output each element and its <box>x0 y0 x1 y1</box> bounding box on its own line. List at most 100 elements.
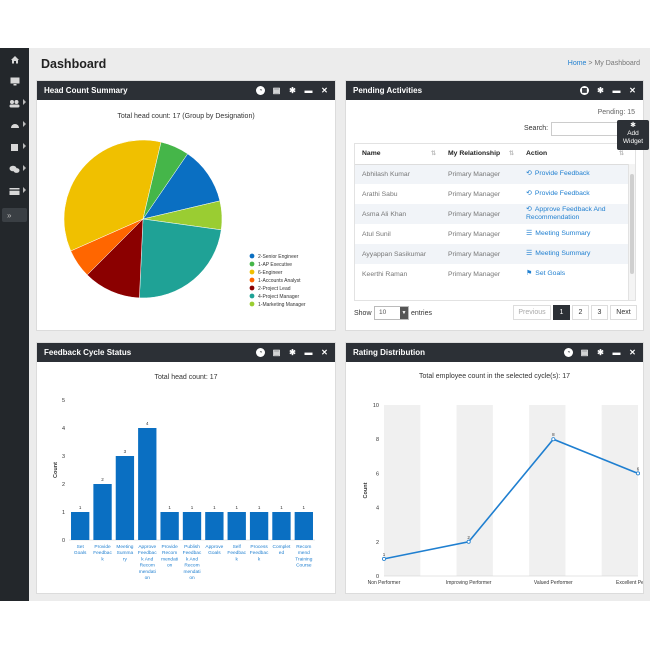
sidebar-item-monitor[interactable] <box>0 70 29 92</box>
legend-entry[interactable]: 1-Marketing Manager <box>258 302 306 308</box>
add-widget-button[interactable]: ✱ Add Widget <box>617 120 649 150</box>
minimize-icon[interactable]: ▬ <box>304 348 313 357</box>
data-point[interactable] <box>635 471 640 476</box>
table-view-icon[interactable]: ▤ <box>272 348 281 357</box>
column-header-action[interactable]: Action ⇅ <box>519 144 629 165</box>
cell-action[interactable]: ☰ Meeting Summary <box>519 244 629 264</box>
pie-slice[interactable] <box>139 218 222 299</box>
bar-value-label: 1 <box>280 505 283 510</box>
bar[interactable] <box>205 512 224 540</box>
close-icon[interactable]: ✕ <box>629 348 636 357</box>
bar[interactable] <box>227 512 246 540</box>
legend-entry[interactable]: 1-AP Executive <box>258 262 292 268</box>
close-icon[interactable]: ✕ <box>321 86 328 95</box>
sidebar-item-home[interactable] <box>0 48 29 70</box>
close-icon[interactable]: ✕ <box>321 348 328 357</box>
bar[interactable] <box>249 512 269 540</box>
bar[interactable] <box>182 512 202 540</box>
bar[interactable] <box>115 456 135 540</box>
bar[interactable] <box>71 512 90 540</box>
minimize-icon[interactable]: ▬ <box>612 86 621 95</box>
add-widget-label: Add <box>627 130 639 137</box>
gear-icon[interactable]: ✱ <box>597 86 604 95</box>
column-header-relationship[interactable]: My Relationship ⇅ <box>441 144 519 165</box>
bar[interactable] <box>272 512 291 540</box>
table-row: Asma Ali Khan Primary Manager ⟲ Approve Fee… <box>355 204 629 224</box>
table-row: Atul Sunil Primary Manager ☰ Meeting Summar… <box>355 224 629 244</box>
table-view-icon[interactable]: ▤ <box>580 348 589 357</box>
table-view-icon[interactable]: ▦ <box>580 86 589 95</box>
legend-entry[interactable]: 4-Project Manager <box>258 294 299 300</box>
cell-action[interactable]: ⟲ Approve Feedback And Recommendation <box>519 204 629 224</box>
action-link[interactable]: Provide Feedback <box>534 170 590 178</box>
cell-action[interactable]: ⚑ Set Goals <box>519 264 629 284</box>
data-point[interactable] <box>382 556 387 561</box>
cell-action[interactable]: ⟲ Provide Feedback <box>519 164 629 184</box>
gear-icon[interactable]: ✱ <box>597 348 604 357</box>
pager-next-button[interactable]: Next <box>610 305 637 320</box>
sidebar-item-chat[interactable] <box>0 158 29 180</box>
x-tick-label: k And <box>141 556 153 562</box>
pager-page-1[interactable]: 1 <box>553 305 570 320</box>
action-link[interactable]: Approve Feedback And Recommendation <box>526 206 606 221</box>
action-link[interactable]: Meeting Summary <box>535 250 591 257</box>
pager-page-3[interactable]: 3 <box>591 305 608 320</box>
legend-entry[interactable]: 6-Engineer <box>258 270 283 276</box>
sidebar-item-card[interactable] <box>0 180 29 202</box>
x-tick-label: Summa <box>117 550 134 556</box>
minimize-icon[interactable]: ▬ <box>612 348 621 357</box>
legend-entry[interactable]: 2-Senior Engineer <box>258 254 299 260</box>
x-tick-label: k <box>236 556 239 562</box>
pie-slice[interactable] <box>142 141 188 220</box>
headcount-widget: Head Count Summary ◔ ▤ ✱ ▬ ✕ Total head … <box>36 80 336 331</box>
cell-action[interactable]: ☰ Meeting Summary <box>519 224 629 244</box>
chart-type-icon[interactable]: ◔ <box>256 348 265 357</box>
widget-tools: ◔ ▤ ✱ ▬ ✕ <box>256 81 329 100</box>
sidebar-item-book[interactable] <box>0 136 29 158</box>
chart-type-icon[interactable]: ◔ <box>564 348 573 357</box>
bar[interactable] <box>160 512 179 540</box>
gear-icon[interactable]: ✱ <box>289 86 296 95</box>
sidebar-item-users[interactable] <box>0 92 29 114</box>
minimize-icon[interactable]: ▬ <box>304 86 313 95</box>
y-tick-label: 4 <box>376 506 379 512</box>
action-link[interactable]: Meeting Summary <box>535 230 591 237</box>
bar[interactable] <box>93 484 112 540</box>
action-link[interactable]: Provide Feedback <box>534 190 590 197</box>
data-point[interactable] <box>466 539 471 544</box>
doc-icon: ☰ <box>526 250 533 257</box>
monitor-icon <box>10 77 19 85</box>
bar[interactable] <box>294 512 313 540</box>
scrollbar-thumb[interactable] <box>630 174 634 274</box>
bar-value-label: 1 <box>235 505 238 510</box>
sidebar-collapse-button[interactable]: » <box>2 208 27 222</box>
table-view-icon[interactable]: ▤ <box>272 86 281 95</box>
data-point[interactable] <box>551 437 556 442</box>
pie-slice[interactable] <box>63 139 162 252</box>
grid-band <box>456 405 493 576</box>
x-tick-label: k <box>258 556 261 562</box>
table-scrollbar[interactable] <box>628 164 635 300</box>
cell-name: Abhilash Kumar <box>355 164 441 184</box>
entries-select[interactable]: 10 ▼ <box>374 306 409 320</box>
sidebar-item-dashboard[interactable] <box>0 114 29 136</box>
column-header-name[interactable]: Name ⇅ <box>355 144 441 165</box>
rating-widget: Rating Distribution ◔ ▤ ✱ ▬ ✕ Total empl… <box>345 342 644 594</box>
action-link[interactable]: Set Goals <box>535 270 566 277</box>
pager-page-2[interactable]: 2 <box>572 305 589 320</box>
legend-entry[interactable]: 1-Accounts Analyst <box>258 278 301 284</box>
cell-action[interactable]: ⟲ Provide Feedback <box>519 184 629 204</box>
legend-swatch <box>249 253 255 259</box>
chart-type-icon[interactable]: ◔ <box>256 86 265 95</box>
pager-previous-button[interactable]: Previous <box>513 305 551 320</box>
close-icon[interactable]: ✕ <box>629 86 636 95</box>
search-input[interactable] <box>551 122 626 136</box>
book-icon <box>10 143 18 151</box>
bar[interactable] <box>138 428 157 540</box>
breadcrumb-current: My Dashboard <box>594 60 640 67</box>
breadcrumb-home-link[interactable]: Home <box>567 60 587 67</box>
chart-title: Total head count: 17 <box>154 374 218 381</box>
legend-entry[interactable]: 2-Project Lead <box>258 286 291 292</box>
gear-icon[interactable]: ✱ <box>289 348 296 357</box>
point-value-label: 6 <box>637 466 640 471</box>
